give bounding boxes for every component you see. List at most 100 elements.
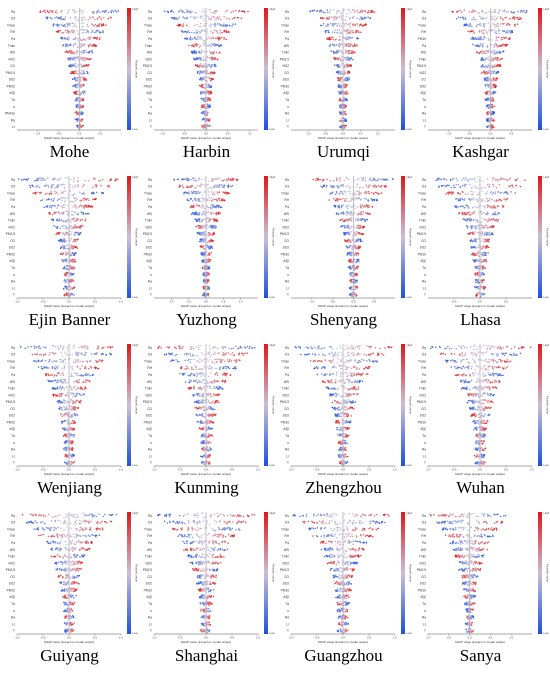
shap-point [205,220,208,222]
shap-beeswarm-plot: RsO3TmaxRHPaTminWSNO2PM2.5COSO2PM10AQITd… [143,7,275,140]
shap-point [203,15,206,17]
shap-point [64,281,67,283]
shap-point [74,211,77,214]
shap-point [79,62,81,65]
shap-point [213,65,216,67]
shap-point [89,17,92,19]
shap-point [75,217,78,220]
x-axis-label: SHAP value (impact on model output) [455,136,505,140]
shap-point [484,12,486,15]
feature-row [202,292,210,297]
shap-point [487,65,489,68]
shap-point [476,24,479,26]
shap-point [66,252,68,255]
shap-point [59,231,61,234]
shap-point [35,179,38,182]
shap-point [206,293,208,296]
shap-point [203,119,205,121]
feature-row [17,176,119,183]
shap-point [213,10,216,12]
shap-point [210,30,212,32]
shap-point [485,104,488,107]
shap-point [193,24,196,27]
feature-label: Td [11,98,15,102]
shap-point [499,17,502,19]
shap-point [204,210,207,213]
feature-label: O3 [285,17,289,21]
shap-point [487,117,490,120]
shap-point [92,192,94,195]
shap-point [495,37,498,40]
shap-point [71,225,73,227]
shap-point [187,192,189,194]
shap-point [342,44,344,47]
shap-point [199,238,201,241]
shap-point [208,234,210,237]
shap-point [186,31,189,33]
shap-point [205,241,207,243]
shap-point [67,38,70,41]
shap-point [343,179,345,182]
shap-point [63,247,65,250]
feature-label: AQI [10,91,16,95]
shap-point [210,52,212,54]
shap-point [345,51,347,53]
shap-point [37,179,39,181]
shap-point [493,58,495,61]
shap-point [194,197,196,200]
shap-point [338,42,341,45]
shap-point [193,204,195,207]
shap-point [495,32,498,35]
shap-point [217,206,219,209]
shap-point [334,29,336,31]
shap-point [362,10,364,12]
shap-point [72,44,75,46]
shap-point [215,226,217,228]
shap-point [240,17,243,20]
shap-point [194,218,196,220]
shap-point [82,22,84,24]
shap-point [79,58,81,61]
shap-point [333,52,335,54]
shap-point [190,38,192,41]
shap-point [49,9,51,12]
shap-point [76,29,79,32]
feature-row [319,22,368,28]
shap-point [334,58,336,60]
shap-point [342,103,344,106]
shap-point [204,120,207,123]
shap-point [96,36,99,39]
shap-point [352,30,354,32]
colorbar-title: Feature value [409,60,413,79]
shap-point [481,11,483,13]
feature-row [202,278,210,284]
shap-point [222,23,225,25]
shap-point [55,10,57,12]
shap-point [199,199,201,202]
shap-point [69,51,72,54]
shap-point [81,39,83,41]
shap-point [311,10,314,12]
shap-point [347,9,350,12]
feature-label: PM2.5 [417,64,426,68]
shap-point [490,10,492,12]
shap-point [519,16,521,19]
shap-point [496,77,499,80]
shap-point [73,63,75,65]
feature-label: Rs [148,10,152,14]
shap-point [65,239,68,242]
feature-row [319,15,372,21]
shap-point [215,205,217,208]
shap-point [62,211,65,213]
shap-point [83,16,85,18]
shap-point [99,23,101,25]
shap-point [101,10,104,12]
shap-point [65,225,67,227]
shap-point [71,292,73,295]
x-tick-label: -1.0 [160,132,165,136]
shap-point [75,11,77,13]
shap-point [206,217,208,220]
shap-panel-urumqi: Rs O3 Tmax RH Pa WS Tmin PM2.5 NO2 CO SO2 PM10 AQI Td… [275,0,412,168]
shap-point [329,179,331,182]
feature-row [178,183,234,189]
